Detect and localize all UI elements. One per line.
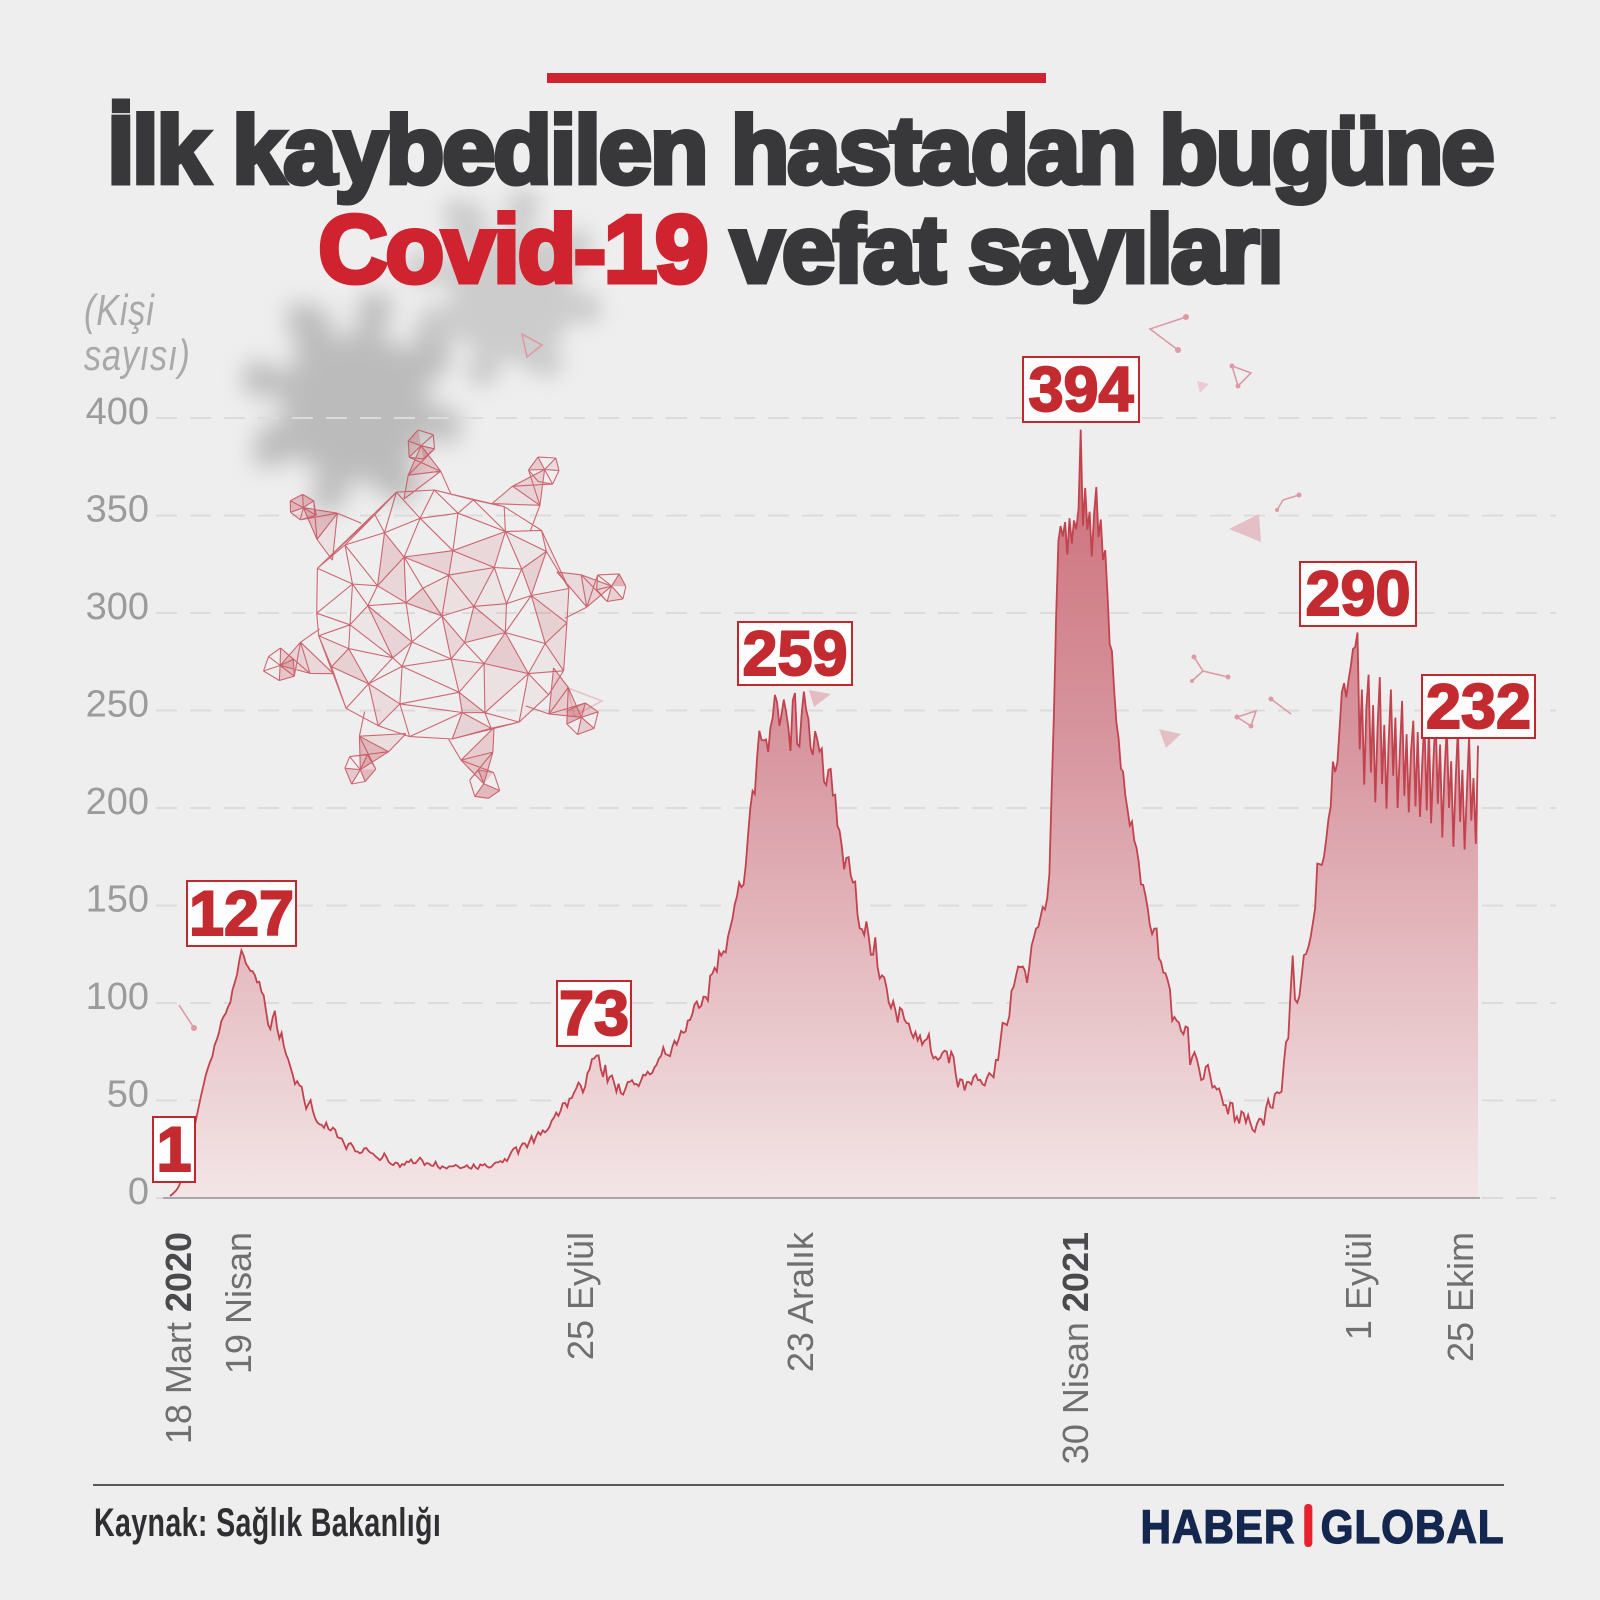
svg-text:25 Ekim: 25 Ekim [1440, 1232, 1481, 1362]
svg-text:50: 50 [107, 1074, 149, 1116]
svg-text:150: 150 [86, 879, 149, 921]
svg-text:18 Mart 2020: 18 Mart 2020 [158, 1232, 199, 1444]
svg-text:400: 400 [86, 391, 149, 433]
svg-text:350: 350 [86, 489, 149, 531]
svg-text:25 Eylül: 25 Eylül [560, 1232, 601, 1360]
svg-text:30 Nisan 2021: 30 Nisan 2021 [1055, 1232, 1096, 1464]
svg-text:23 Aralık: 23 Aralık [780, 1231, 821, 1372]
svg-text:1 Eylül: 1 Eylül [1338, 1232, 1379, 1340]
svg-text:19 Nisan: 19 Nisan [218, 1232, 259, 1374]
svg-text:0: 0 [128, 1171, 149, 1213]
svg-text:100: 100 [86, 976, 149, 1018]
svg-text:250: 250 [86, 684, 149, 726]
svg-text:300: 300 [86, 586, 149, 628]
svg-text:200: 200 [86, 781, 149, 823]
